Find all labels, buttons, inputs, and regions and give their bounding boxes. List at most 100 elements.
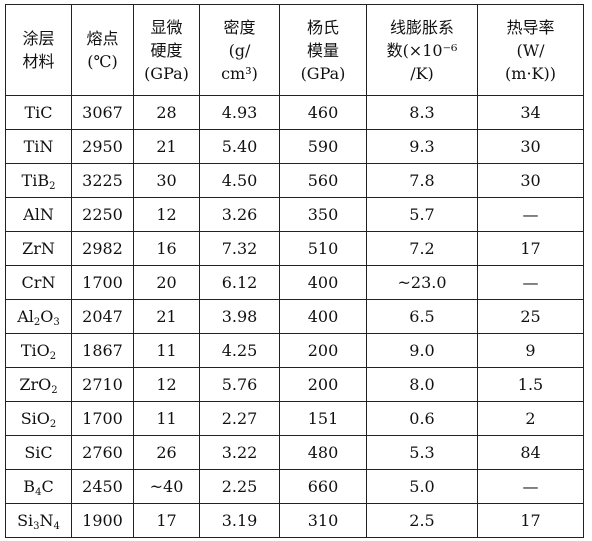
header-thermal-conductivity: 热导率 (W/ (m·K)) [477,4,584,96]
hardness-cell: 11 [133,333,200,368]
header-line: 熔点 [86,29,119,48]
melting-point-cell: 2047 [71,299,134,334]
modulus-cell: 660 [279,469,367,504]
expansion-cell: 7.2 [366,231,478,266]
formula-element: TiO [20,341,50,360]
material-cell: ZrN [5,231,72,266]
conductivity-cell: 17 [477,503,584,538]
table-body: TiC 3067 28 4.93 460 8.3 34 TiN 2950 21 5.40 590 9.3… [5,95,584,538]
modulus-cell: 151 [279,401,367,436]
conductivity-cell: 30 [477,163,584,198]
hardness-cell: 12 [133,197,200,232]
formula-subscript: 3 [33,521,40,532]
hardness-cell: 21 [133,129,200,164]
formula-element: Si [17,511,34,530]
formula-element: SiC [24,443,53,462]
melting-point-cell: 1867 [71,333,134,368]
material-cell: TiO2 [5,333,72,368]
modulus-cell: 590 [279,129,367,164]
formula-element: TiN [23,137,54,156]
conductivity-cell: 2 [477,401,584,436]
table-row: Al2O3 2047 21 3.98 400 6.5 25 [5,299,584,334]
density-cell: 5.40 [199,129,280,164]
formula-element: CrN [21,273,56,292]
expansion-cell: 5.7 [366,197,478,232]
formula-element: B [23,477,36,496]
hardness-cell: 20 [133,265,200,300]
density-cell: 5.76 [199,367,280,402]
formula-element: O [40,307,54,326]
modulus-cell: 460 [279,95,367,130]
coating-properties-table: 涂层 材料 熔点 (℃) 显微 硬度 (GPa) 密度 (g/ cm³) [5,4,584,538]
hardness-cell: 30 [133,163,200,198]
modulus-cell: 310 [279,503,367,538]
expansion-cell: 8.0 [366,367,478,402]
density-cell: 3.98 [199,299,280,334]
formula-subscript: 2 [49,419,57,430]
modulus-cell: 350 [279,197,367,232]
hardness-cell: 26 [133,435,200,470]
conductivity-cell: 17 [477,231,584,266]
material-cell: SiO2 [5,401,72,436]
conductivity-cell: — [477,197,584,232]
header-line: 线膨胀系 [389,17,454,37]
melting-point-cell: 1700 [71,401,134,436]
expansion-cell: 6.5 [366,299,478,334]
melting-point-cell: 2450 [71,469,134,504]
table-row: Si3N4 1900 17 3.19 310 2.5 17 [5,503,584,538]
header-line: 模量 [306,40,339,60]
formula-subscript: 4 [35,487,42,498]
expansion-cell: 9.3 [366,129,478,164]
formula-element: AlN [23,205,54,224]
conductivity-cell: 30 [477,129,584,164]
conductivity-cell: 1.5 [477,367,584,402]
conductivity-cell: 34 [477,95,584,130]
formula-element: Al [17,307,34,326]
melting-point-cell: 2710 [71,367,134,402]
material-cell: B4C [5,469,72,504]
melting-point-cell: 2982 [71,231,134,266]
header-row: 涂层 材料 熔点 (℃) 显微 硬度 (GPa) 密度 (g/ cm³) [5,4,584,96]
header-microhardness: 显微 硬度 (GPa) [133,4,200,96]
material-cell: TiB2 [5,163,72,198]
expansion-cell: 9.0 [366,333,478,368]
modulus-cell: 400 [279,299,367,334]
formula-element: TiB [21,171,50,190]
header-line: 热导率 [506,17,555,37]
conductivity-cell: — [477,469,584,504]
hardness-cell: 16 [133,231,200,266]
formula-element: ZrO [19,375,52,394]
density-cell: 6.12 [199,265,280,300]
header-line: 密度 [223,17,256,37]
expansion-cell: 5.3 [366,435,478,470]
modulus-cell: 200 [279,367,367,402]
table-row: TiO2 1867 11 4.25 200 9.0 9 [5,333,584,368]
header-thermal-expansion: 线膨胀系 数(×10⁻⁶ /K) [366,4,478,96]
melting-point-cell: 2250 [71,197,134,232]
material-cell: Si3N4 [5,503,72,538]
table-row: SiO2 1700 11 2.27 151 0.6 2 [5,401,584,436]
table-row: TiN 2950 21 5.40 590 9.3 30 [5,129,584,164]
material-cell: ZrO2 [5,367,72,402]
table-row: TiC 3067 28 4.93 460 8.3 34 [5,95,584,130]
conductivity-cell: 25 [477,299,584,334]
hardness-cell: 12 [133,367,200,402]
conductivity-cell: — [477,265,584,300]
hardness-cell: ~40 [133,469,200,504]
density-cell: 2.27 [199,401,280,436]
melting-point-cell: 1900 [71,503,134,538]
melting-point-cell: 1700 [71,265,134,300]
material-cell: TiC [5,95,72,130]
melting-point-cell: 3067 [71,95,134,130]
header-line: (℃) [87,52,118,71]
header-line: 杨氏 [306,17,339,37]
hardness-cell: 11 [133,401,200,436]
formula-subscript: 2 [49,351,57,362]
formula-subscript: 2 [51,385,58,396]
formula-element: ZrN [22,239,55,258]
header-melting-point: 熔点 (℃) [71,4,134,96]
melting-point-cell: 3225 [71,163,134,198]
formula-subscript: 4 [53,521,60,532]
table-row: CrN 1700 20 6.12 400 ~23.0— [5,265,584,300]
